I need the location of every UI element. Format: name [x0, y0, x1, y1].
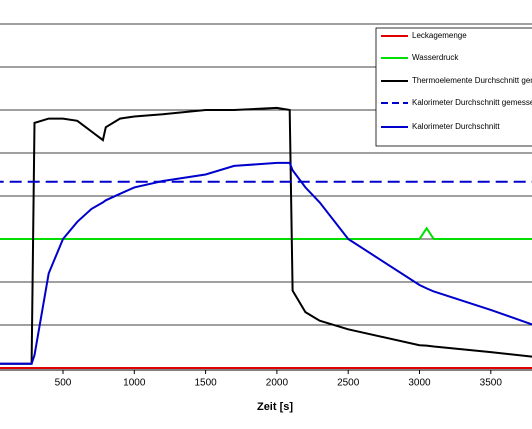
series-line [0, 106, 532, 365]
legend-label: Wasserdruck [412, 53, 459, 62]
legend-label: Leckagemenge [412, 31, 467, 40]
x-tick-label: 3000 [408, 378, 431, 389]
x-tick-label: 1000 [123, 378, 146, 389]
x-tick-label: 500 [55, 378, 72, 389]
legend-label: Thermoelemente Durchschnitt gemessen [412, 76, 532, 85]
series-line [0, 161, 532, 365]
x-tick-label: 1500 [194, 378, 217, 389]
series-line [0, 226, 532, 240]
legend-label: Kalorimeter Durchschnitt gemessen [412, 98, 532, 107]
legend: Leckagemenge Wasserdruck Thermoelemente Du… [375, 27, 532, 147]
x-tick-label: 2000 [266, 378, 289, 389]
x-axis-label: Zeit [s] [257, 401, 293, 413]
x-tick-label: 2500 [337, 378, 360, 389]
x-tick-label: 3500 [480, 378, 503, 389]
legend-label: Kalorimeter Durchschnitt [412, 122, 500, 131]
